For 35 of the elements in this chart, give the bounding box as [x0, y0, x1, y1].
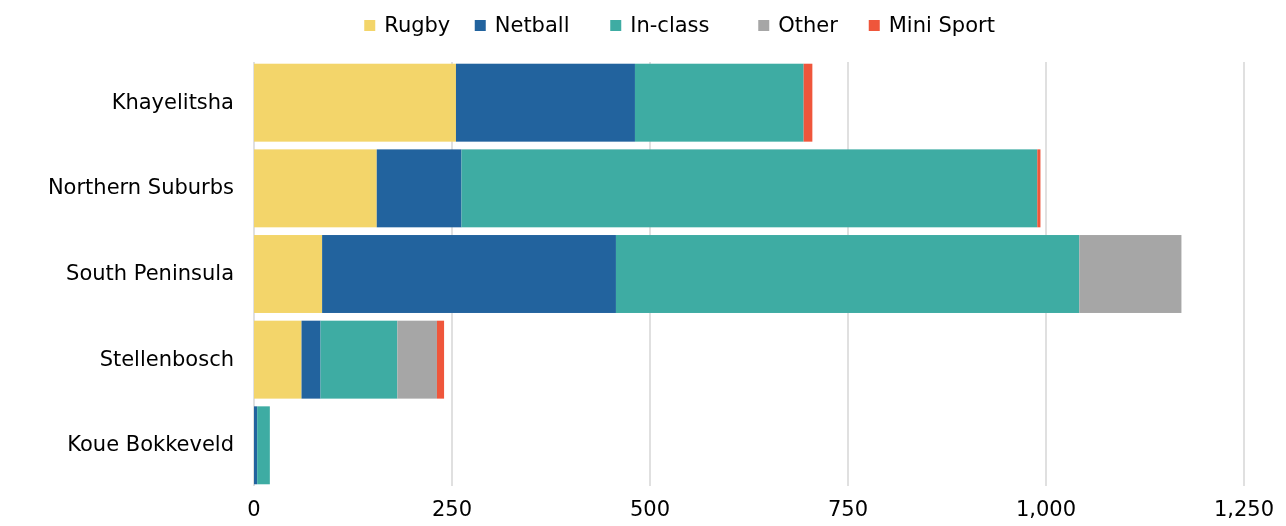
legend-label: Mini Sport: [888, 13, 995, 37]
x-tick-label: 0: [247, 497, 261, 521]
bar: [1037, 149, 1041, 228]
legend-label: Other: [778, 13, 839, 37]
bar: [803, 63, 813, 142]
bar: [376, 149, 462, 228]
bar: [634, 63, 804, 142]
y-tick-label: Stellenbosch: [99, 346, 234, 371]
legend-label: Netball: [494, 13, 570, 37]
y-tick-label: Northern Suburbs: [47, 175, 234, 200]
bar: [320, 320, 398, 399]
bar: [254, 63, 456, 142]
bar: [397, 320, 437, 399]
x-tick-label: 750: [827, 497, 869, 521]
legend-label: Rugby: [384, 13, 451, 37]
bar: [254, 235, 323, 313]
bar: [301, 320, 321, 399]
bar: [615, 235, 1080, 313]
x-tick-label: 1,000: [1015, 497, 1077, 521]
bar: [461, 149, 1038, 228]
x-tick-label: 1,250: [1213, 497, 1275, 521]
bar: [257, 406, 270, 485]
y-tick-label: Khayelitsha: [111, 89, 234, 114]
bar: [455, 63, 635, 142]
bar: [254, 406, 258, 485]
bar: [436, 320, 445, 399]
bar: [1079, 235, 1182, 313]
bar: [322, 235, 616, 313]
legend-label: In-class: [630, 13, 710, 37]
bar: [254, 149, 377, 228]
y-tick-label: South Peninsula: [66, 261, 234, 285]
bar: [254, 320, 302, 399]
x-tick-label: 500: [629, 497, 671, 521]
x-tick-label: 250: [431, 497, 473, 521]
y-tick-label: Koue Bokkeveld: [67, 432, 234, 457]
